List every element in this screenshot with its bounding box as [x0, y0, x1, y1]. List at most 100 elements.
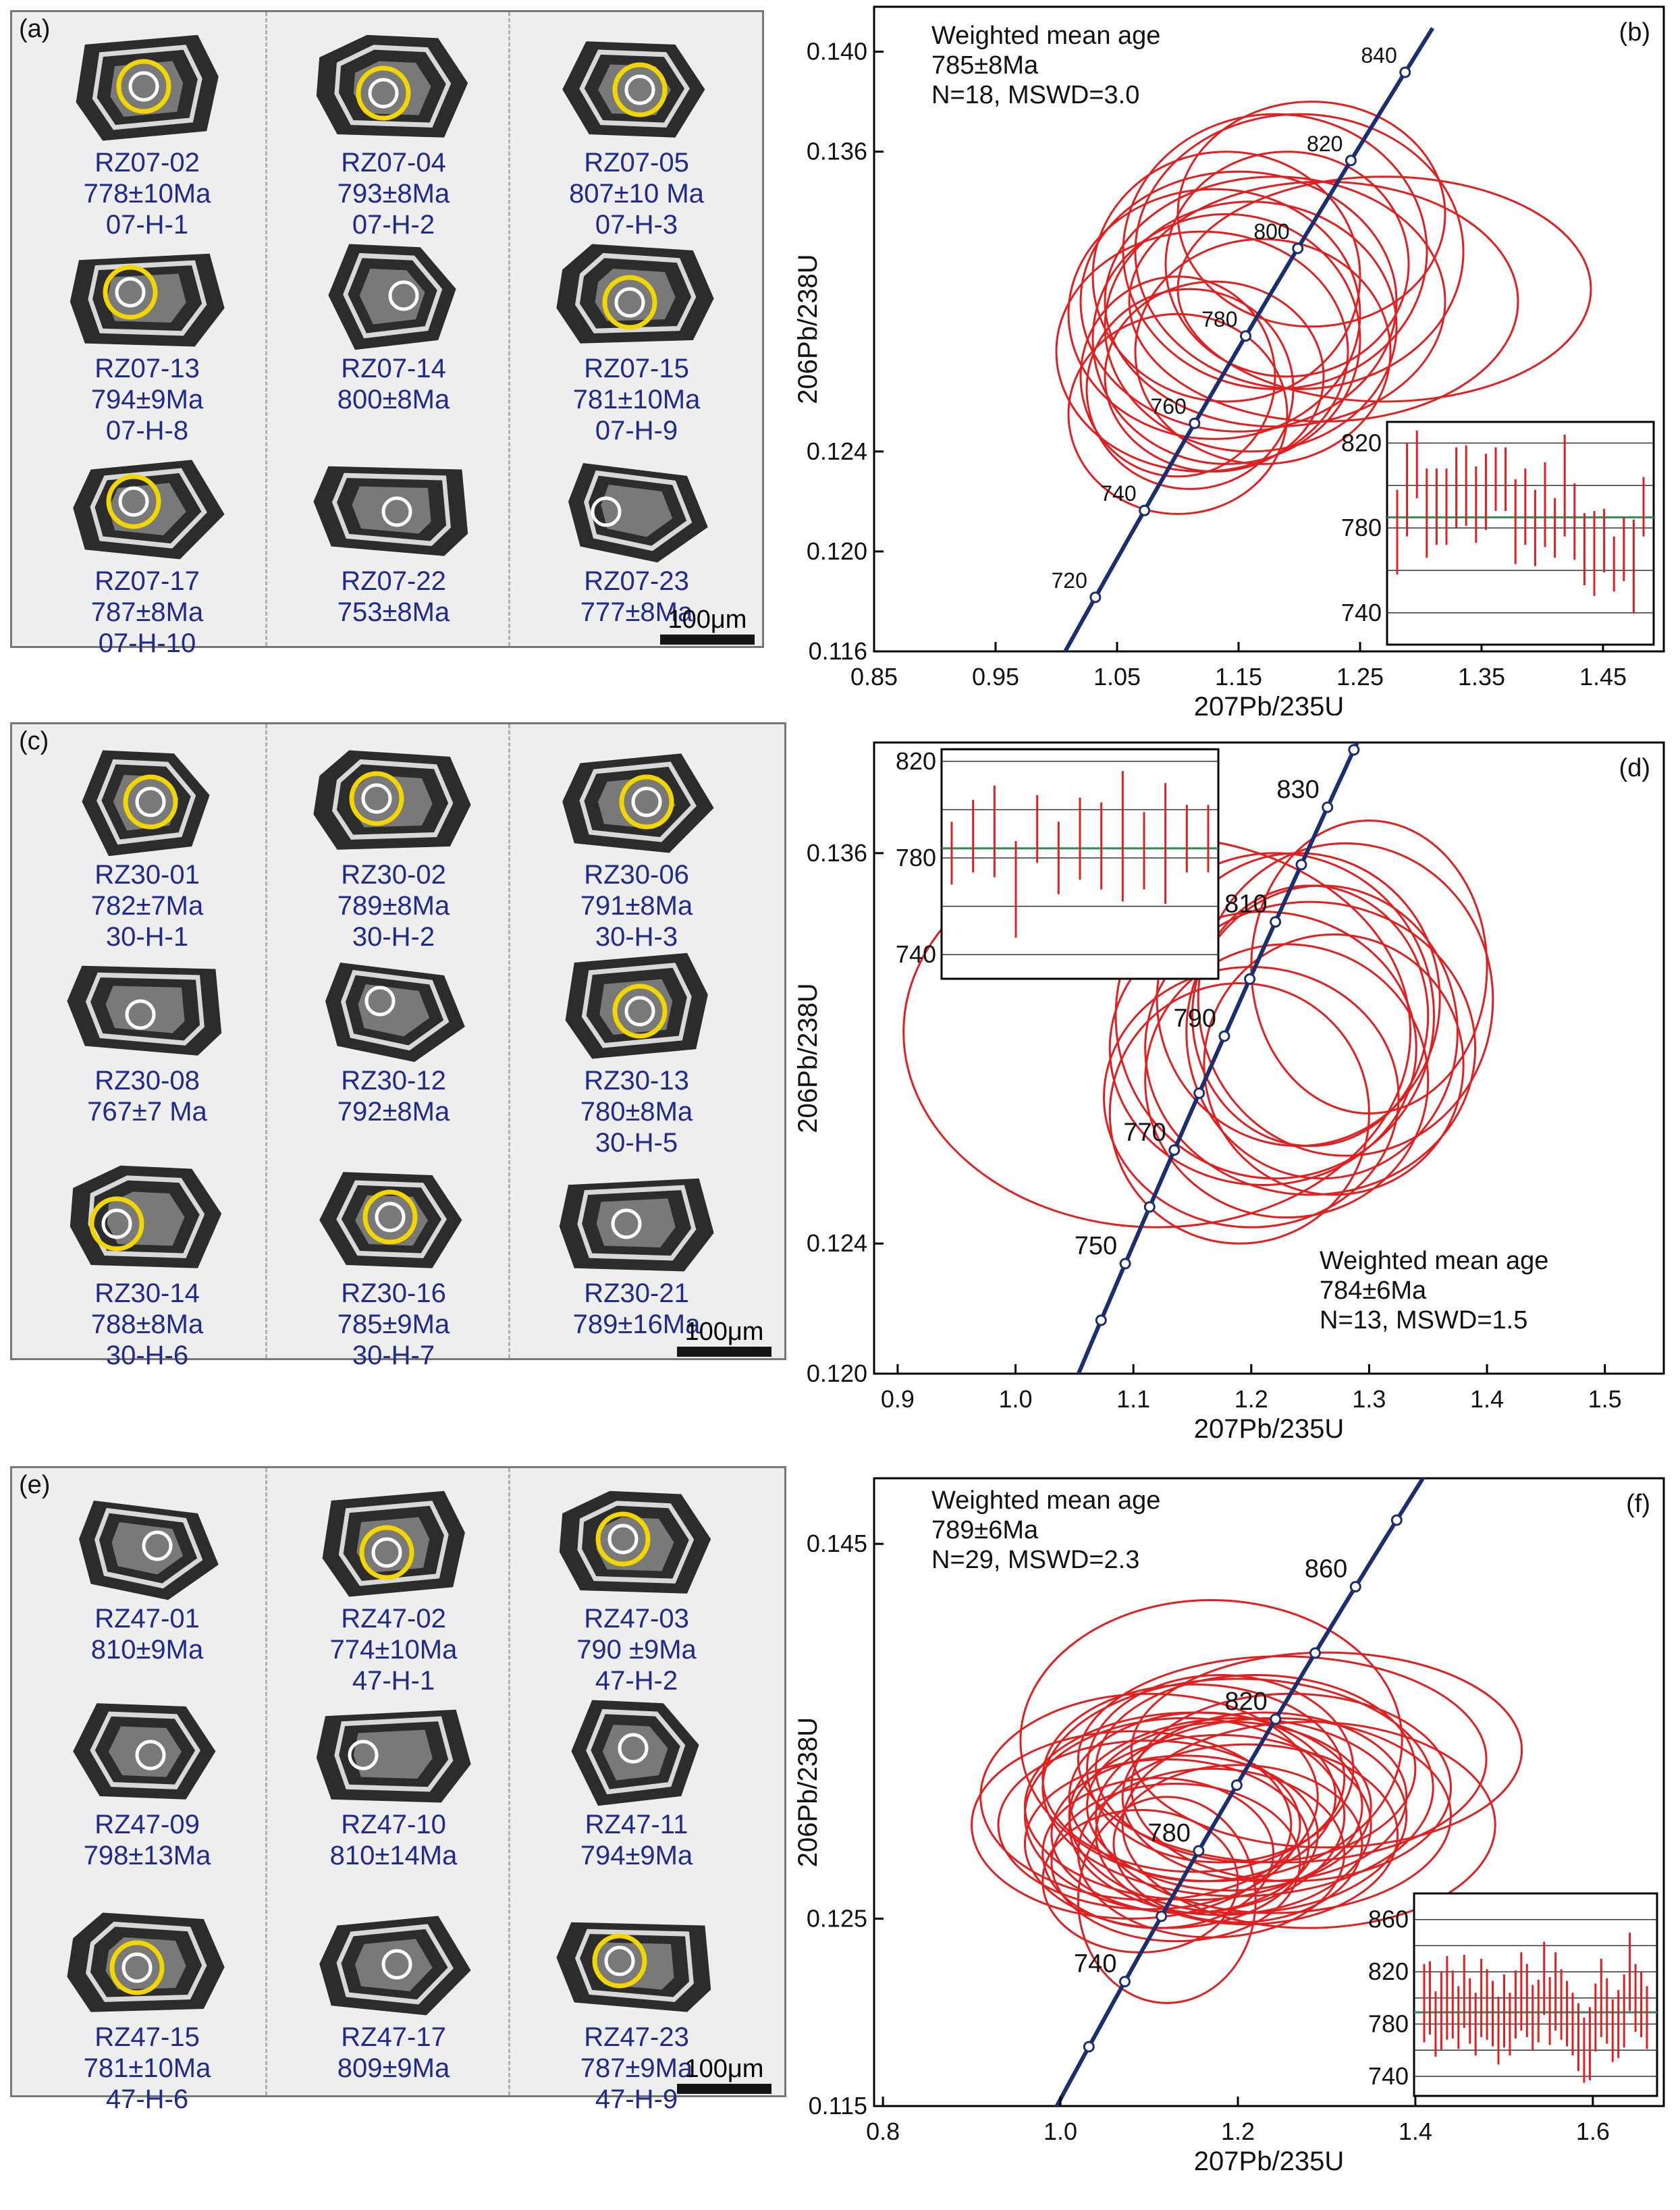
- error-ellipse: [1203, 933, 1465, 1196]
- hf-spot: [89, 1196, 144, 1251]
- zircon-zoning: [97, 759, 196, 845]
- zircon-core: [107, 273, 186, 323]
- u-pb-spot: [128, 71, 159, 102]
- zircon-zoning: [332, 759, 454, 840]
- hf-spot: [116, 59, 171, 114]
- error-ellipse: [1077, 1796, 1257, 2004]
- concordia-age-marker: [1348, 744, 1360, 756]
- scale-bar: 100μm: [677, 2055, 771, 2094]
- u-pb-spot: [381, 496, 412, 527]
- zircon-hf-label: 30-H-2: [352, 922, 435, 952]
- zircon-grain-cell: RZ30-12 792±8Ma: [282, 937, 505, 1127]
- x-tick-label: 0.9: [881, 1385, 915, 1413]
- zircon-zoning: [338, 1501, 449, 1586]
- zircon-sample-label: RZ07-17: [94, 566, 200, 596]
- zircon-core: [352, 486, 431, 534]
- zircon-grain-cell: RZ30-02 789±8Ma 30-H-2: [282, 731, 505, 952]
- zircon-sample-label: RZ07-15: [584, 354, 689, 383]
- zircon-age-label: 774±10Ma: [329, 1635, 458, 1665]
- zircon-cl-image: [82, 750, 210, 857]
- zircon-grain-cell: RZ47-10 810±14Ma: [282, 1681, 505, 1870]
- y-axis-title: 206Pb/238U: [796, 1717, 823, 1867]
- zircon-zoning: [341, 969, 450, 1051]
- zircon-grain-cell: RZ47-02 774±10Ma 47-H-1: [282, 1475, 505, 1696]
- zircon-hf-label: 30-H-6: [105, 1341, 189, 1370]
- hf-spot: [356, 65, 411, 121]
- concordia-age-marker: [1189, 417, 1201, 429]
- zircon-zoning: [94, 1507, 203, 1589]
- concordia-chart-b: 720 740 760 780 800 820 840 0.85 0.95 1.05 1.15 1.2…: [796, 5, 1665, 716]
- zircon-zoning: [86, 1921, 207, 2002]
- hf-spot: [359, 1525, 414, 1580]
- concordia-age-marker: [1168, 1144, 1181, 1156]
- x-tick-label: 0.95: [972, 663, 1019, 691]
- y-tick-label: 0.140: [807, 38, 867, 65]
- weighted-mean-annotation: N=29, MSWD=2.3: [931, 1546, 1139, 1574]
- zircon-grain-cell: RZ07-04 793±8Ma 07-H-2: [282, 19, 505, 240]
- zircon-zoning: [334, 1716, 454, 1792]
- zircon-grain-cell: RZ07-13 794±9Ma 07-H-8: [36, 225, 259, 446]
- concordia-age-label: 830: [1276, 776, 1319, 804]
- zircon-grain-cell: RZ30-08 767±7 Ma: [36, 937, 259, 1127]
- zircon-cl-image: [556, 244, 714, 344]
- zircon-core: [601, 485, 673, 537]
- concordia-age-label: 770: [1123, 1119, 1166, 1147]
- concordia-age-marker: [1270, 916, 1282, 928]
- concordia-age-marker: [1349, 1581, 1361, 1593]
- x-tick-label: 1.2: [1221, 2118, 1255, 2145]
- u-pb-spot: [368, 78, 399, 109]
- zircon-grain-cell: RZ47-15 781±10Ma 47-H-6: [36, 1893, 259, 2114]
- column-divider: [265, 1468, 267, 2095]
- y-tick-label: 0.120: [807, 1359, 867, 1387]
- concordia-age-marker: [1119, 1258, 1131, 1270]
- u-pb-spot: [118, 486, 149, 517]
- error-ellipse: [1104, 176, 1446, 428]
- zircon-zoning: [331, 473, 451, 546]
- y-tick-label: 0.136: [807, 839, 867, 867]
- zircon-age-label: 778±10Ma: [83, 179, 211, 209]
- x-tick-label: 1.15: [1215, 663, 1262, 691]
- zircon-core: [602, 1725, 668, 1781]
- zircon-cl-image: [571, 1700, 699, 1806]
- zircon-age-label: 794±9Ma: [90, 385, 204, 414]
- zircon-sample-label: RZ07-13: [94, 354, 200, 383]
- concordia-age-marker: [1230, 1779, 1243, 1791]
- zircon-grain-cell: RZ47-11 794±9Ma: [525, 1681, 748, 1870]
- plot-area: 720 740 760 780 800 820 840: [1051, 27, 1592, 651]
- error-ellipse: [1164, 151, 1410, 378]
- zircon-cl-image: [562, 753, 714, 853]
- zircon-cl-image: [319, 1172, 462, 1268]
- u-pb-spot: [591, 496, 622, 527]
- error-ellipse: [1091, 213, 1361, 465]
- hf-spot: [109, 1940, 165, 1995]
- concordia-chart-d: 750 770 790 810 830 0.9 1.0 1.1 1.2 1.3 1.4 1.5 0.12…: [796, 741, 1665, 1444]
- zircon-zoning: [90, 1711, 200, 1789]
- zircon-grain-cell: RZ30-01 782±7Ma 30-H-1: [36, 731, 259, 952]
- error-ellipse: [1023, 1717, 1346, 1914]
- concordia-age-marker: [1309, 1647, 1321, 1659]
- concordia-age-label: 740: [1074, 1950, 1116, 1978]
- u-pb-spot: [388, 280, 419, 311]
- zircon-zoning: [584, 470, 693, 551]
- zircon-cl-image: [562, 41, 705, 138]
- scale-bar-label: 100μm: [668, 605, 747, 634]
- u-pb-spot: [348, 1740, 379, 1771]
- zircon-zoning: [579, 761, 697, 842]
- zircon-sample-label: RZ07-02: [94, 148, 200, 178]
- zircon-age-label: 807±10 Ma: [569, 179, 704, 209]
- error-ellipse: [1108, 911, 1417, 1186]
- zircon-sample-label: RZ07-04: [341, 148, 446, 178]
- concordia-age-label: 820: [1307, 132, 1343, 156]
- zircon-cl-image: [76, 34, 219, 141]
- y-tick-label: 0.124: [807, 437, 867, 465]
- zircon-sample-label: RZ30-21: [584, 1278, 689, 1308]
- hf-spot: [123, 774, 178, 830]
- scale-bar: 100μm: [677, 1318, 771, 1357]
- y-axis-title: 206Pb/238U: [796, 254, 823, 404]
- x-axis-title: 207Pb/235U: [1194, 2147, 1344, 2176]
- zircon-sample-label: RZ30-16: [341, 1278, 446, 1308]
- u-pb-spot: [381, 1949, 412, 1980]
- error-ellipse: [1191, 884, 1430, 1148]
- zircon-zoning: [336, 1180, 447, 1258]
- zircon-hf-label: 30-H-7: [352, 1341, 435, 1370]
